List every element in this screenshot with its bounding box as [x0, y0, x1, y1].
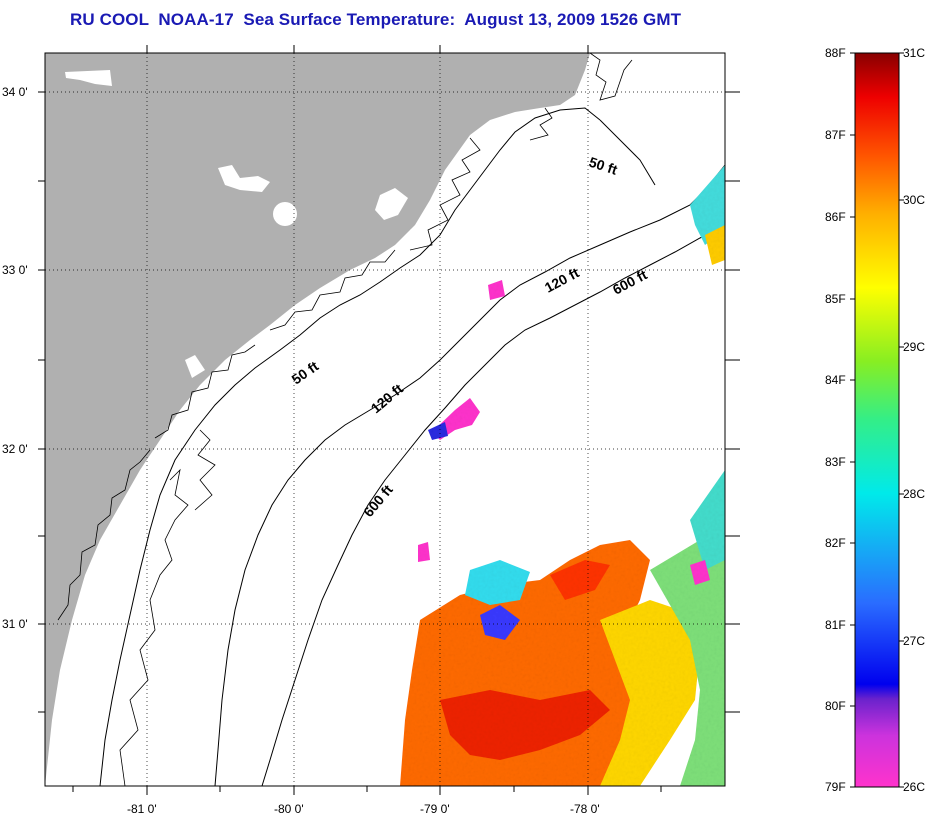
cb-f-82: 82F — [825, 536, 846, 550]
cb-c-27: 27C — [903, 634, 925, 648]
lat-label-33: 33 0' — [2, 263, 28, 277]
cb-f-81: 81F — [825, 618, 846, 632]
lon-label-79: -79 0' — [420, 802, 450, 816]
lon-label-80: -80 0' — [274, 802, 304, 816]
cb-c-30: 30C — [903, 193, 925, 207]
cb-c-28: 28C — [903, 487, 925, 501]
cb-f-85: 85F — [825, 292, 846, 306]
cb-f-80: 80F — [825, 699, 846, 713]
cb-c-29: 29C — [903, 340, 925, 354]
cb-f-83: 83F — [825, 455, 846, 469]
cb-c-26: 26C — [903, 780, 925, 794]
colorbar-gradient — [855, 53, 899, 787]
cb-f-87: 87F — [825, 128, 846, 142]
lon-label-81: -81 0' — [127, 802, 157, 816]
map-area: 50 ft 120 ft 600 ft 50 ft 120 ft 600 ft — [45, 53, 725, 786]
lat-label-34: 34 0' — [2, 85, 28, 99]
cb-f-88: 88F — [825, 46, 846, 60]
lat-label-32: 32 0' — [2, 442, 28, 456]
lon-label-78: -78 0' — [570, 802, 600, 816]
sst-small-pink — [418, 542, 430, 562]
lat-label-31: 31 0' — [2, 617, 28, 631]
colorbar: 88F 87F 86F 85F 84F 83F 82F 81F 80F 79F … — [825, 46, 925, 794]
cb-f-86: 86F — [825, 210, 846, 224]
cb-c-31: 31C — [903, 46, 925, 60]
cb-f-84: 84F — [825, 373, 846, 387]
cb-f-79: 79F — [825, 780, 846, 794]
